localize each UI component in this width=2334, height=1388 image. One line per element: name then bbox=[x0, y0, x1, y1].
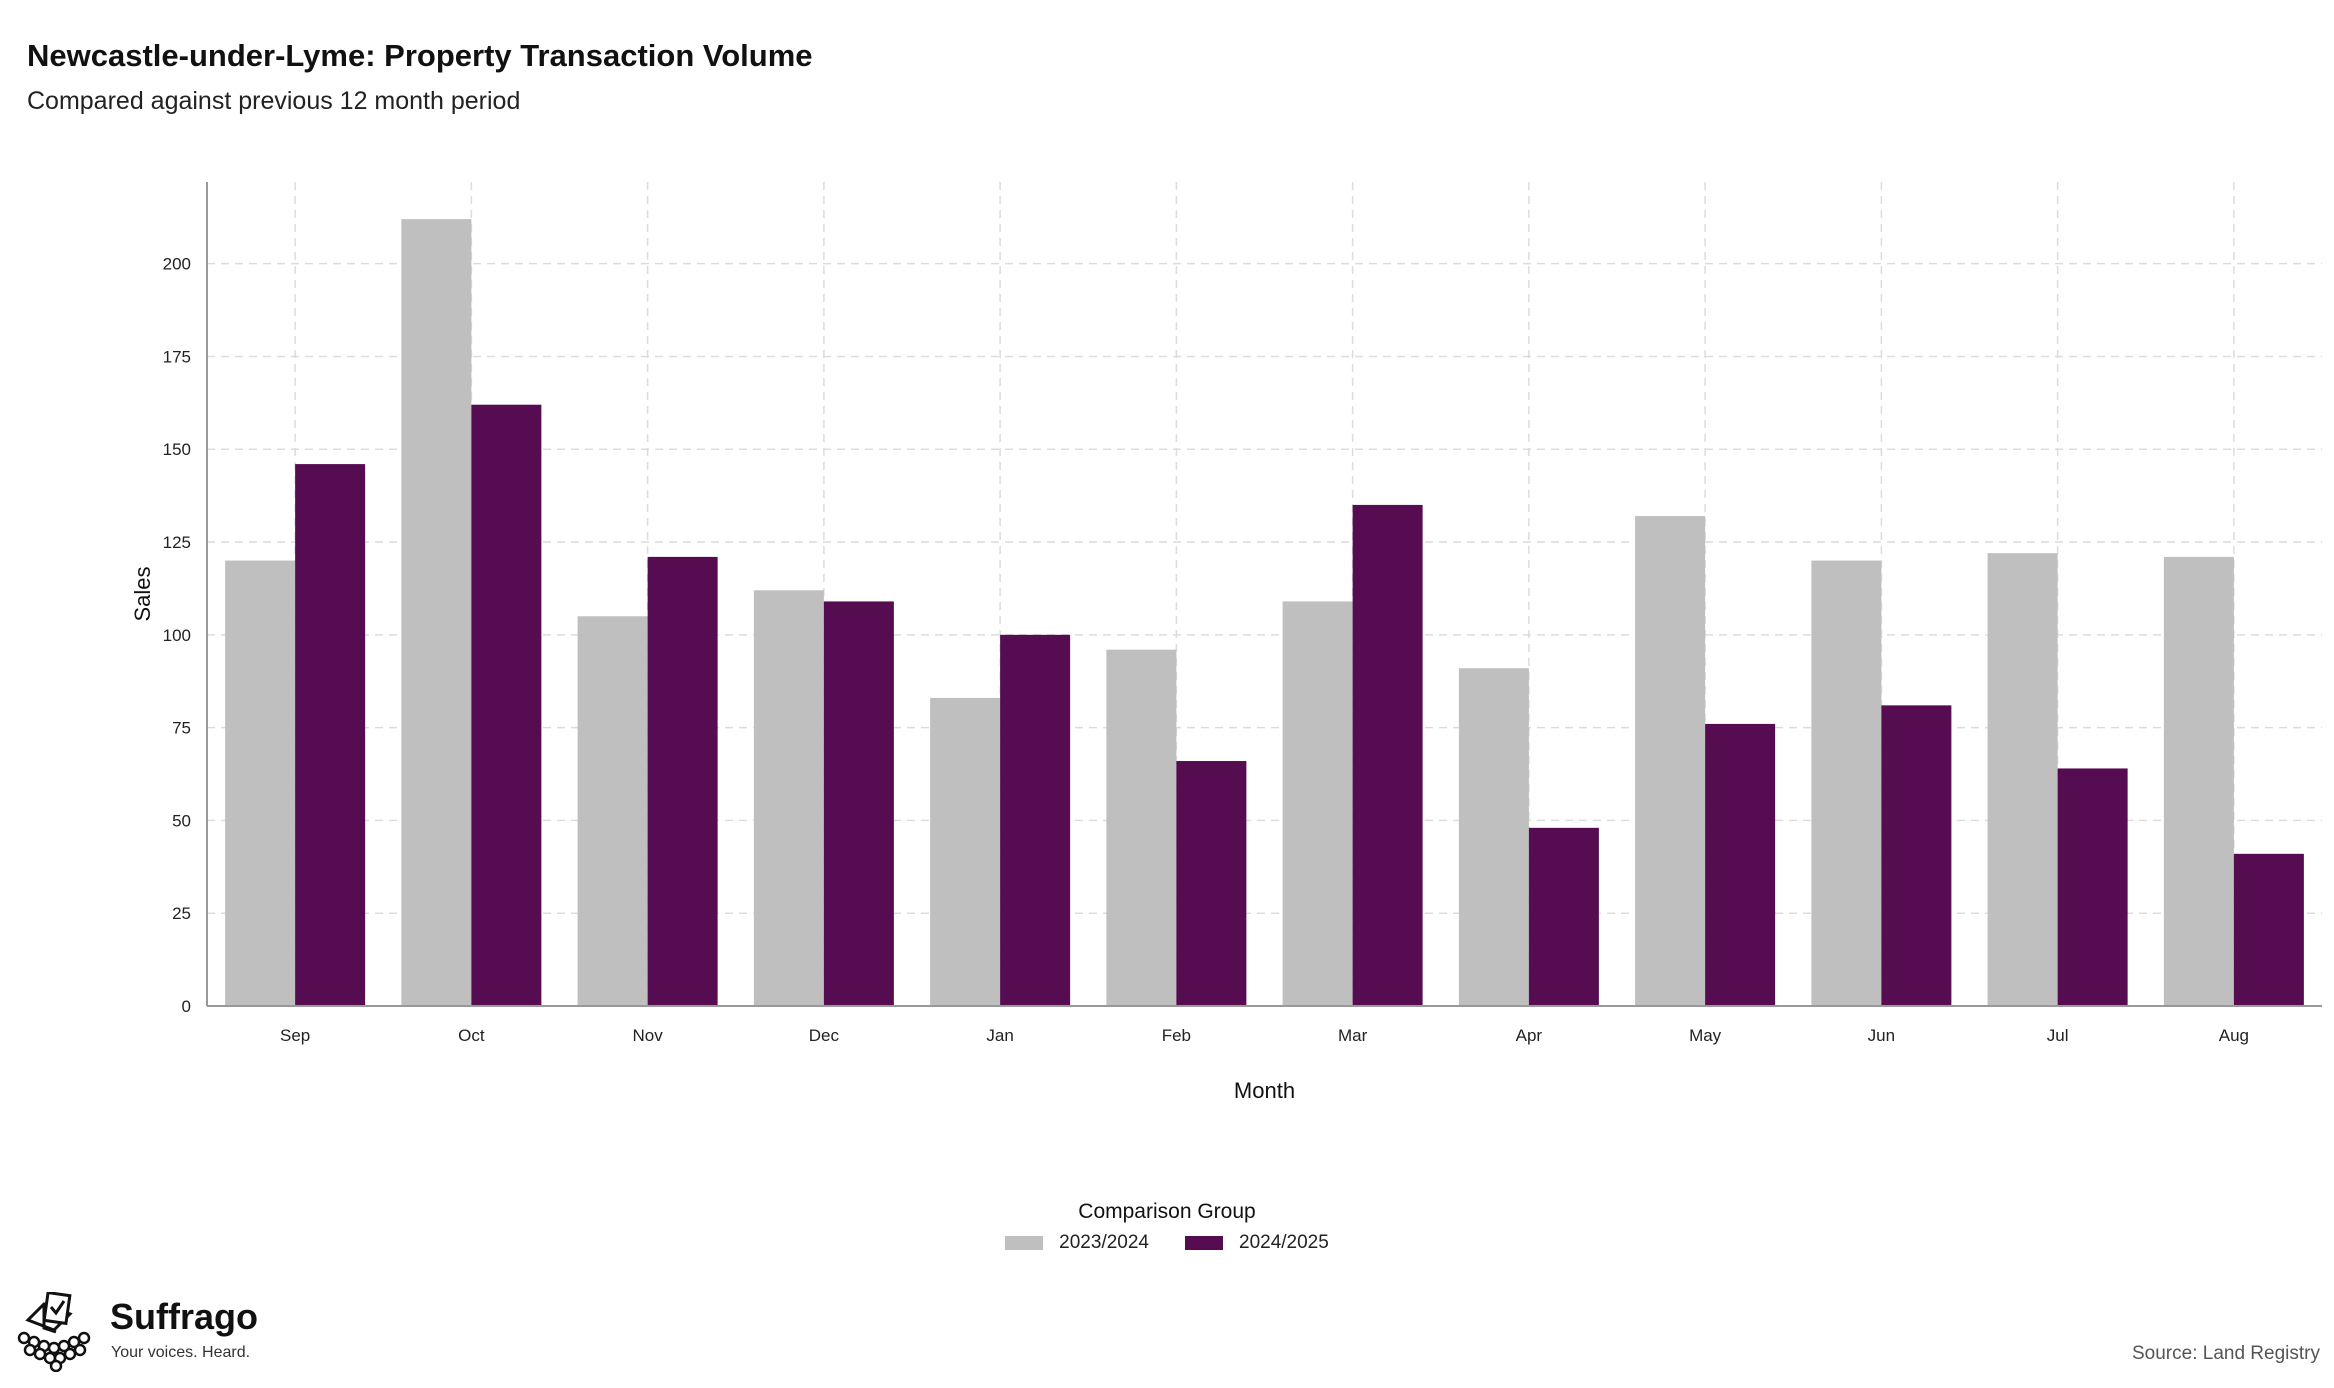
x-tick-label: Apr bbox=[1516, 1026, 1543, 1045]
brand-name: Suffrago bbox=[110, 1296, 258, 1337]
x-tick-label: Aug bbox=[2219, 1026, 2249, 1045]
x-tick-label: Jul bbox=[2047, 1026, 2069, 1045]
bar-sep-2023 bbox=[225, 560, 296, 1006]
x-tick-label: Feb bbox=[1162, 1026, 1191, 1045]
tick-labels: 0 25 50 75 100 125 150 175 200 Sep Oct Nov Dec Jan Feb… bbox=[163, 255, 2249, 1045]
y-tick-label: 200 bbox=[163, 255, 191, 274]
bar-jan-2023 bbox=[930, 697, 1001, 1006]
legend-item-2024: 2024/2025 bbox=[1185, 1232, 1329, 1254]
legend-title: Comparison Group bbox=[1078, 1200, 1256, 1223]
y-tick-label: 50 bbox=[172, 811, 191, 830]
bar-dec-2023 bbox=[753, 590, 824, 1006]
x-tick-label: May bbox=[1689, 1026, 1722, 1045]
x-tick-label: Jan bbox=[986, 1026, 1013, 1045]
y-tick-label: 150 bbox=[163, 440, 191, 459]
brand-tagline: Your voices. Heard. bbox=[111, 1344, 251, 1361]
x-axis-title: Month bbox=[1234, 1078, 1295, 1103]
y-tick-label: 0 bbox=[182, 997, 191, 1016]
x-tick-label: Oct bbox=[458, 1026, 485, 1045]
x-tick-label: Dec bbox=[809, 1026, 840, 1045]
y-tick-label: 125 bbox=[163, 533, 191, 552]
ballot-box-icon bbox=[17, 1290, 91, 1373]
chart-subtitle: Compared against previous 12 month perio… bbox=[27, 87, 521, 115]
bar-nov-2023 bbox=[577, 616, 648, 1006]
bars bbox=[225, 219, 2304, 1006]
bar-aug-2023 bbox=[2163, 556, 2234, 1006]
bar-dec-2024 bbox=[823, 601, 894, 1006]
y-tick-label: 75 bbox=[172, 719, 191, 738]
x-tick-label: Sep bbox=[280, 1026, 310, 1045]
bar-feb-2023 bbox=[1106, 649, 1177, 1006]
bar-aug-2024 bbox=[2233, 853, 2304, 1006]
bar-jan-2024 bbox=[1000, 634, 1071, 1006]
legend: Comparison Group 2023/2024 2024/2025 bbox=[0, 1200, 2334, 1255]
bar-may-2023 bbox=[1635, 516, 1706, 1006]
bar-mar-2023 bbox=[1282, 601, 1353, 1006]
y-axis-title: Sales bbox=[130, 566, 155, 621]
bar-jun-2023 bbox=[1811, 560, 1882, 1006]
bar-mar-2024 bbox=[1352, 504, 1423, 1006]
x-tick-label: Jun bbox=[1868, 1026, 1895, 1045]
bar-sep-2024 bbox=[295, 464, 366, 1006]
legend-label-2023: 2023/2024 bbox=[1059, 1232, 1149, 1253]
bar-feb-2024 bbox=[1176, 761, 1247, 1006]
legend-label-2024: 2024/2025 bbox=[1239, 1232, 1329, 1253]
bar-jul-2024 bbox=[2057, 768, 2128, 1006]
bar-jul-2023 bbox=[1987, 553, 2058, 1006]
bar-nov-2024 bbox=[647, 556, 718, 1006]
bar-chart: 0 25 50 75 100 125 150 175 200 Sep Oct Nov Dec Jan Feb… bbox=[130, 182, 2322, 1103]
brand-logo: Suffrago Your voices. Heard. bbox=[14, 1290, 274, 1373]
legend-items: 2023/2024 2024/2025 bbox=[1005, 1232, 1329, 1254]
y-tick-label: 25 bbox=[172, 904, 191, 923]
chart-title: Newcastle-under-Lyme: Property Transacti… bbox=[27, 38, 813, 73]
bar-oct-2024 bbox=[471, 404, 542, 1006]
bar-oct-2023 bbox=[401, 219, 472, 1006]
bar-apr-2023 bbox=[1458, 668, 1529, 1006]
y-tick-label: 100 bbox=[163, 626, 191, 645]
legend-swatch-2024 bbox=[1185, 1236, 1223, 1250]
axes bbox=[206, 182, 2322, 1007]
legend-swatch-2023 bbox=[1005, 1236, 1044, 1250]
bar-apr-2024 bbox=[1528, 827, 1599, 1006]
x-tick-label: Nov bbox=[633, 1026, 664, 1045]
bar-may-2024 bbox=[1705, 723, 1776, 1006]
x-tick-label: Mar bbox=[1338, 1026, 1368, 1045]
legend-item-2023: 2023/2024 bbox=[1005, 1232, 1149, 1254]
bar-jun-2024 bbox=[1881, 705, 1952, 1006]
source-note: Source: Land Registry bbox=[2132, 1343, 2320, 1364]
y-tick-label: 175 bbox=[163, 347, 191, 366]
